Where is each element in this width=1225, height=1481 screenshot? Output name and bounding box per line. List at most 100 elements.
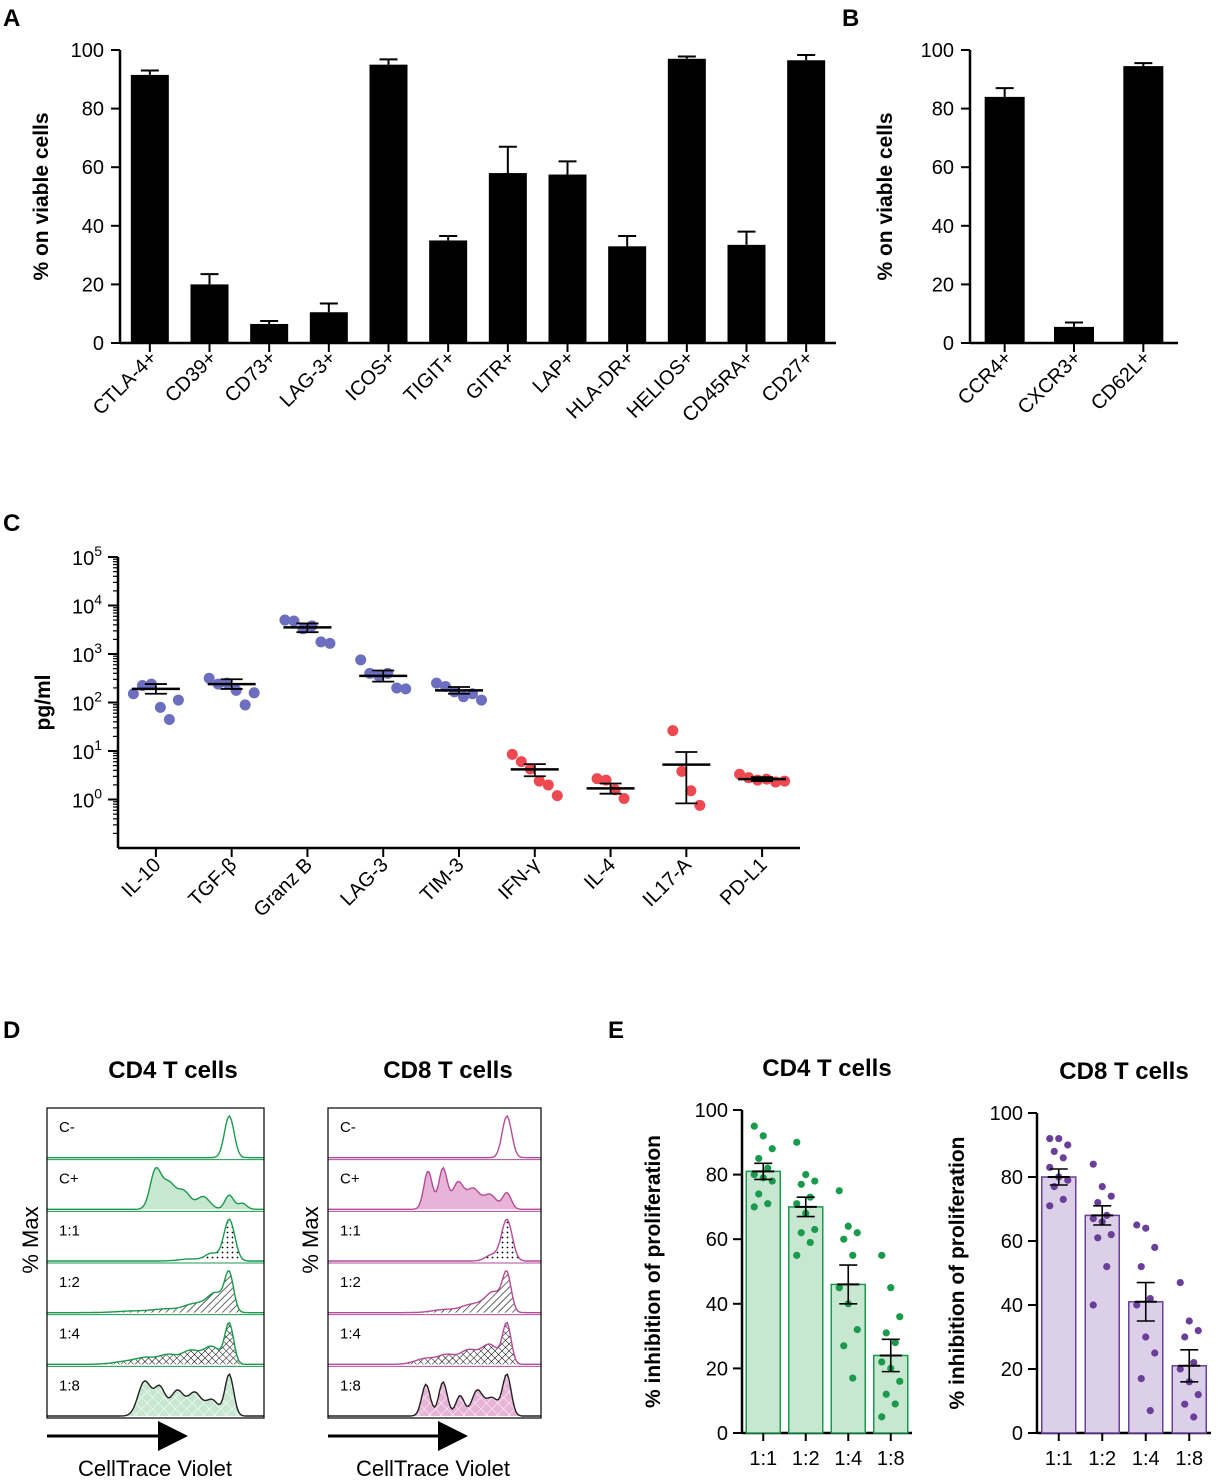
e-cd8-x-tick-label: 1:8 [1175,1448,1203,1470]
e-cd4-data-point [853,1326,861,1334]
cd8-histogram-curve [327,1321,542,1365]
panel-label-c: C [3,510,20,537]
panel-a-y-tick-label: 20 [82,274,104,296]
cd4-row-label: 1:4 [59,1326,80,1343]
panel-c-x-tick-label: IL-10 [118,854,166,902]
e-cd4-data-point [853,1229,861,1237]
panel-a-bar [787,60,826,343]
panel-a-bar [608,246,647,343]
e-cd8-data-point [1103,1263,1111,1271]
panel-c-data-point [163,713,175,725]
panel-a-y-tick-label: 100 [71,40,104,62]
panel-label-a: A [3,5,20,32]
panel-c-data-point [279,614,291,626]
panel-c-x-tick-label: Granz B [250,854,317,921]
e-cd8-data-point [1137,1263,1145,1271]
e-cd8-y-tick-label: 60 [1001,1231,1023,1253]
e-cd8-data-point [1133,1221,1141,1229]
e-cd8-bar [1041,1176,1077,1434]
panel-a-bar [250,323,289,343]
cd4-histogram-ylabel: % Max [18,1206,43,1273]
e-cd8-y-tick-label: 100 [990,1103,1023,1125]
e-cd8-x-tick-label: 1:1 [1045,1448,1073,1470]
panel-c-data-point [676,765,688,777]
panel-c-data-point [533,775,545,787]
e-cd4-data-point [844,1222,852,1230]
cd4-row-label: 1:1 [59,1222,80,1239]
e-cd8-x-tick-label: 1:2 [1088,1448,1116,1470]
e-cd8-data-point [1046,1135,1054,1143]
cd8-histogram-curve [328,1373,541,1417]
e-cd8-bar [1084,1214,1120,1434]
e-cd4-data-point [802,1171,810,1179]
e-cd4-bar [745,1170,781,1434]
panel-c-data-point [476,694,487,706]
cd8-row-label: 1:8 [340,1377,361,1394]
e-cd4-data-point [849,1374,857,1382]
panel-c-x-tick-label: IL17-A [639,854,697,912]
e-cd4-data-point [891,1400,899,1408]
e-cd4-data-point [896,1313,904,1321]
e-cd4-data-point [878,1358,886,1366]
panel-a-bar [548,174,587,343]
e-cd8-data-point [1107,1231,1115,1239]
panel-b-y-tick-label: 20 [932,274,954,296]
e-cd8-data-point [1094,1199,1102,1207]
panel-c-data-point [618,793,630,805]
panel-a-bar [130,74,169,343]
e-cd8-data-point [1089,1160,1097,1168]
panel-b-y-tick-label: 100 [921,40,954,62]
panel-c-data-point [239,699,251,711]
e-cd8-title: CD8 T cells [1059,1058,1188,1085]
e-cd4-data-point [750,1203,758,1211]
cd8-histogram-xlabel: CellTrace Violet [356,1456,510,1481]
panel-a-y-tick-label: 60 [82,157,104,179]
e-cd8-x-tick-label: 1:4 [1132,1448,1160,1470]
e-cd8-data-point [1089,1301,1097,1309]
panel-c-data-point [431,677,442,689]
e-cd8-data-point [1059,1154,1067,1162]
panel-b-y-axis-label: % on viable cells [874,112,897,280]
cd4-histogram-fill [47,1374,264,1416]
e-cd4-data-point [849,1251,857,1259]
panel-e-cd4-bar-chart: CD4 T cells0204060801001:11:21:41:8Treg:… [642,1055,912,1481]
e-cd4-data-point [750,1171,758,1179]
cd8-histogram-curve [328,1218,541,1262]
cd4-histogram-curve [47,1218,264,1262]
e-cd4-data-point [797,1229,805,1237]
panel-a-bar [309,312,348,343]
e-cd4-data-point [878,1251,886,1259]
panel-c-data-point [248,687,260,699]
e-cd4-y-tick-label: 100 [695,1100,728,1122]
cd8-histogram-frame [327,1107,542,1419]
e-cd4-y-tick-label: 80 [706,1165,728,1187]
panel-c-y-tick-label: 101 [72,737,102,764]
panel-a-bar [667,58,706,343]
e-cd4-data-point [759,1132,767,1140]
panel-c-x-tick-label: IL-4 [580,854,620,894]
e-cd8-data-point [1194,1327,1202,1335]
e-cd8-data-point [1050,1183,1058,1191]
panel-a-bar [488,173,527,343]
cd8-histogram-title: CD8 T cells [383,1057,512,1084]
cd4-histogram-curve [46,1114,265,1159]
panel-c-data-point [391,682,403,694]
e-cd4-x-tick-label: 1:8 [877,1448,905,1470]
panel-c-x-tick-label: TGF-β [185,854,242,911]
cd8-histogram-fill [328,1167,541,1210]
e-cd4-y-tick-label: 40 [706,1294,728,1316]
e-cd4-data-point [878,1413,886,1421]
cd8-histogram-curve [327,1270,542,1314]
panel-c-data-point [667,725,679,737]
panel-c-x-tick-label: LAG-3 [336,854,392,910]
panel-b-bar [1054,326,1094,343]
panel-c-data-point [515,756,527,768]
panel-label-d: D [3,1017,20,1044]
panel-c-data-point [154,701,166,713]
e-cd8-data-point [1176,1365,1184,1373]
e-cd4-data-point [764,1200,772,1208]
panel-b-x-tick-label: CXCR3+ [1014,347,1086,419]
e-cd8-data-point [1098,1183,1106,1191]
panel-c-y-tick-label: 102 [72,689,102,716]
panel-c-data-point [694,799,706,811]
